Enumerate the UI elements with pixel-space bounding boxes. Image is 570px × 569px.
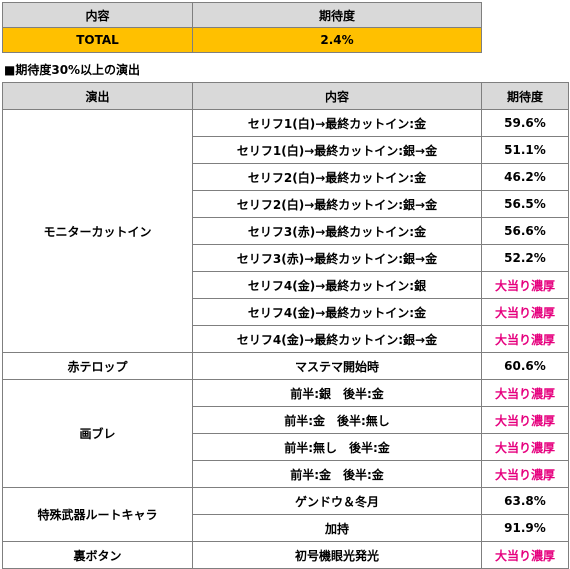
summary-header-content: 内容 xyxy=(2,2,193,28)
table-row: 前半:金 後半:金 大当り濃厚 xyxy=(3,460,569,488)
summary-table: 内容 期待度 TOTAL 2.4% xyxy=(2,2,482,53)
table-row: 赤テロップ マステマ開始時 60.6% xyxy=(2,352,569,380)
table-row: セリフ3(赤)→最終カットイン:金 56.6% xyxy=(3,217,569,245)
effect-expectation: 56.6% xyxy=(481,217,569,245)
effect-expectation: 59.6% xyxy=(481,109,569,137)
effect-content: 前半:金 後半:無し xyxy=(192,406,482,434)
table-row: 加持 91.9% xyxy=(3,514,569,542)
effect-expectation: 60.6% xyxy=(481,352,569,380)
effect-content: セリフ3(赤)→最終カットイン:金 xyxy=(192,217,482,245)
section-title: ■期待度30%以上の演出 xyxy=(4,63,141,77)
effect-content: セリフ2(白)→最終カットイン:銀→金 xyxy=(192,190,482,218)
table-row: セリフ1(白)→最終カットイン:銀→金 51.1% xyxy=(3,136,569,164)
effect-content: マステマ開始時 xyxy=(192,352,482,380)
table-row: セリフ4(金)→最終カットイン:金 大当り濃厚 xyxy=(3,298,569,326)
summary-total-label: TOTAL xyxy=(2,27,193,53)
summary-total-row: TOTAL 2.4% xyxy=(2,27,482,53)
effect-content: セリフ3(赤)→最終カットイン:銀→金 xyxy=(192,244,482,272)
effect-group-name: 画ブレ xyxy=(2,379,193,488)
effect-expectation: 大当り濃厚 xyxy=(481,271,569,299)
effect-expectation: 51.1% xyxy=(481,136,569,164)
table-row: モニターカットイン セリフ1(白)→最終カットイン:金 59.6% xyxy=(2,109,569,353)
effect-expectation: 大当り濃厚 xyxy=(481,379,569,407)
table-row: 特殊武器ルートキャラ ゲンドウ＆冬月 63.8% xyxy=(2,487,569,542)
table-row: セリフ4(金)→最終カットイン:銀→金 大当り濃厚 xyxy=(3,325,569,353)
table-row: 裏ボタン 初号機眼光発光 大当り濃厚 xyxy=(2,541,569,569)
effects-header-row: 演出 内容 期待度 xyxy=(2,82,569,110)
effect-group-name: モニターカットイン xyxy=(2,109,193,353)
summary-total-value: 2.4% xyxy=(192,27,482,53)
table-row: セリフ4(金)→最終カットイン:銀 大当り濃厚 xyxy=(3,271,569,299)
table-row: 前半:金 後半:無し 大当り濃厚 xyxy=(3,406,569,434)
header-effect: 演出 xyxy=(2,82,193,110)
effect-content: 加持 xyxy=(192,514,482,542)
effect-expectation: 46.2% xyxy=(481,163,569,191)
effect-expectation: 大当り濃厚 xyxy=(481,325,569,353)
effect-content: セリフ4(金)→最終カットイン:銀 xyxy=(192,271,482,299)
effect-expectation: 大当り濃厚 xyxy=(481,433,569,461)
effect-content: 初号機眼光発光 xyxy=(192,541,482,569)
table-row: セリフ3(赤)→最終カットイン:銀→金 52.2% xyxy=(3,244,569,272)
effects-table: 演出 内容 期待度 モニターカットイン セリフ1(白)→最終カットイン:金 59.6… xyxy=(2,82,569,569)
header-expectation: 期待度 xyxy=(481,82,569,110)
summary-header-expectation: 期待度 xyxy=(192,2,482,28)
effect-content: セリフ4(金)→最終カットイン:銀→金 xyxy=(192,325,482,353)
effect-expectation: 91.9% xyxy=(481,514,569,542)
effect-content: セリフ4(金)→最終カットイン:金 xyxy=(192,298,482,326)
effect-content: 前半:金 後半:金 xyxy=(192,460,482,488)
effect-expectation: 63.8% xyxy=(481,487,569,515)
effect-content: セリフ1(白)→最終カットイン:銀→金 xyxy=(192,136,482,164)
effect-group-name: 裏ボタン xyxy=(2,541,193,569)
table-row: 画ブレ 前半:銀 後半:金 大当り濃厚 xyxy=(2,379,569,488)
effect-expectation: 56.5% xyxy=(481,190,569,218)
effect-group-name: 特殊武器ルートキャラ xyxy=(2,487,193,542)
effect-content: セリフ2(白)→最終カットイン:金 xyxy=(192,163,482,191)
effect-expectation: 52.2% xyxy=(481,244,569,272)
effects-body: モニターカットイン セリフ1(白)→最終カットイン:金 59.6% セリフ1(白)→最… xyxy=(2,109,569,569)
effect-content: 前半:無し 後半:金 xyxy=(192,433,482,461)
effect-content: セリフ1(白)→最終カットイン:金 xyxy=(192,109,482,137)
effect-expectation: 大当り濃厚 xyxy=(481,298,569,326)
effect-content: 前半:銀 後半:金 xyxy=(192,379,482,407)
effect-expectation: 大当り濃厚 xyxy=(481,406,569,434)
summary-header-row: 内容 期待度 xyxy=(2,2,482,28)
effect-expectation: 大当り濃厚 xyxy=(481,541,569,569)
effect-expectation: 大当り濃厚 xyxy=(481,460,569,488)
effect-group-name: 赤テロップ xyxy=(2,352,193,380)
header-content: 内容 xyxy=(192,82,482,110)
table-row: セリフ2(白)→最終カットイン:銀→金 56.5% xyxy=(3,190,569,218)
effect-content: ゲンドウ＆冬月 xyxy=(192,487,482,515)
